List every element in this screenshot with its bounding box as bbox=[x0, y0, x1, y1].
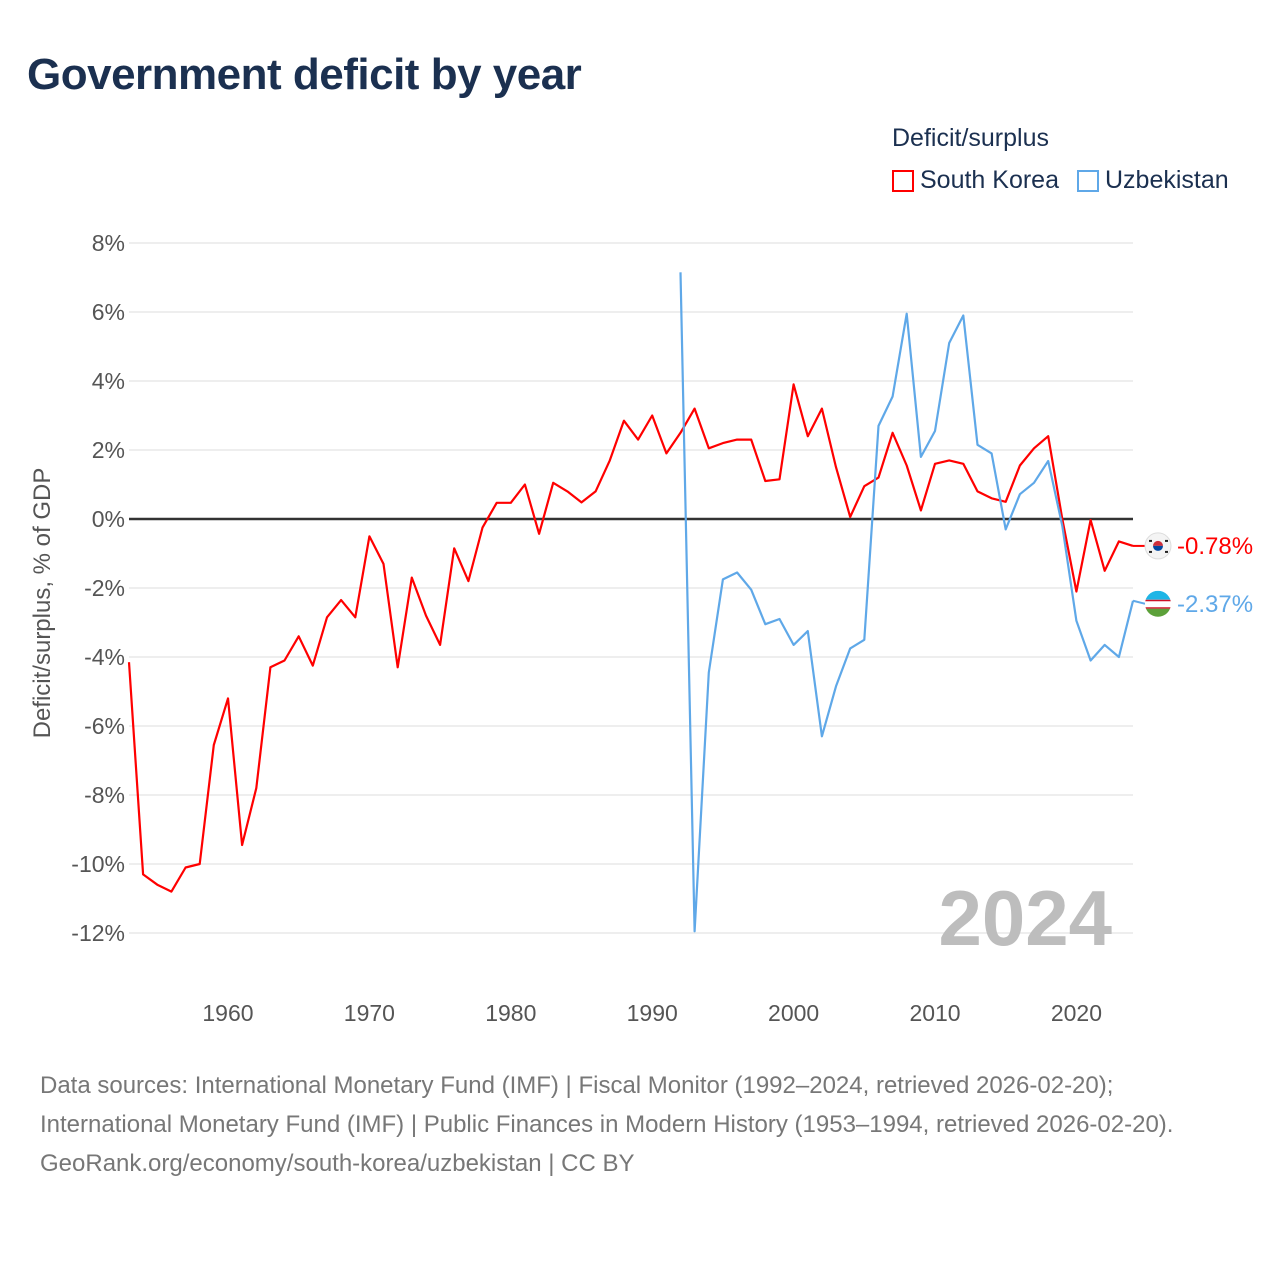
x-tick-label: 2000 bbox=[768, 1000, 819, 1026]
year-watermark: 2024 bbox=[938, 874, 1112, 962]
y-tick-label: -6% bbox=[84, 713, 125, 739]
y-tick-label: -4% bbox=[84, 644, 125, 670]
flag-trigram bbox=[1165, 550, 1168, 553]
flag-trigram bbox=[1149, 550, 1152, 553]
y-tick-label: -10% bbox=[71, 851, 125, 877]
legend-swatch-south-korea bbox=[892, 169, 914, 192]
flag-stripe-blue bbox=[1145, 590, 1171, 600]
flag-uzbekistan-icon bbox=[1145, 590, 1171, 617]
flag-trigram bbox=[1149, 539, 1152, 542]
y-tick-label: -8% bbox=[84, 782, 125, 808]
flag-stripe-red bbox=[1145, 607, 1171, 609]
y-tick-label: 8% bbox=[92, 230, 125, 256]
x-tick-label: 1960 bbox=[202, 1000, 253, 1026]
series-line-south-korea bbox=[127, 383, 1134, 893]
flag-stripe-white bbox=[1145, 599, 1171, 609]
x-tick-label: 1990 bbox=[627, 1000, 678, 1026]
x-tick-label: 2010 bbox=[909, 1000, 960, 1026]
legend-swatch-uzbekistan bbox=[1077, 169, 1099, 192]
footer: Data sources: International Monetary Fun… bbox=[40, 1066, 1240, 1183]
chart-area: 8% 6% 4% 2% 0% -2% -4% -6% -8% -10% -12% 1960 1970 19… bbox=[29, 230, 1253, 1026]
y-tick-label: 4% bbox=[92, 368, 125, 394]
flag-taegeuk-blue bbox=[1153, 545, 1163, 551]
y-tick-label: 0% bbox=[92, 506, 125, 532]
end-connector bbox=[1132, 599, 1146, 605]
y-axis-label: Deficit/surplus, % of GDP bbox=[29, 468, 56, 739]
legend-label: South Korea bbox=[920, 166, 1059, 194]
y-tick-label: -12% bbox=[71, 920, 125, 946]
y-tick-label: 6% bbox=[92, 299, 125, 325]
flag-stripe-green bbox=[1145, 608, 1171, 617]
end-value-label: -0.78% bbox=[1177, 533, 1253, 560]
x-tick-label: 1980 bbox=[485, 1000, 536, 1026]
end-value-label: -2.37% bbox=[1177, 591, 1253, 618]
flag-stripe-red bbox=[1145, 599, 1171, 602]
x-tick-label: 2020 bbox=[1051, 1000, 1102, 1026]
legend-label: Uzbekistan bbox=[1105, 166, 1229, 194]
data-sources: Data sources: International Monetary Fun… bbox=[40, 1072, 1174, 1138]
legend-item-uzbekistan[interactable]: Uzbekistan bbox=[1077, 166, 1229, 195]
flag-taegeuk-red bbox=[1153, 540, 1163, 546]
flag-trigram bbox=[1165, 539, 1168, 542]
flag-south-korea-icon bbox=[1144, 532, 1172, 560]
credit-link[interactable]: GeoRank.org/economy/south-korea/uzbekist… bbox=[40, 1150, 635, 1177]
legend: South Korea Uzbekistan bbox=[892, 166, 1229, 195]
chart-title: Government deficit by year bbox=[27, 50, 582, 99]
y-tick-label: 2% bbox=[92, 437, 125, 463]
legend-title: Deficit/surplus bbox=[892, 124, 1049, 152]
series-line-uzbekistan bbox=[679, 272, 1135, 933]
legend-item-south-korea[interactable]: South Korea bbox=[892, 166, 1059, 195]
flag-stripes bbox=[1145, 590, 1171, 617]
x-tick-label: 1970 bbox=[344, 1000, 395, 1026]
y-tick-label: -2% bbox=[84, 575, 125, 601]
